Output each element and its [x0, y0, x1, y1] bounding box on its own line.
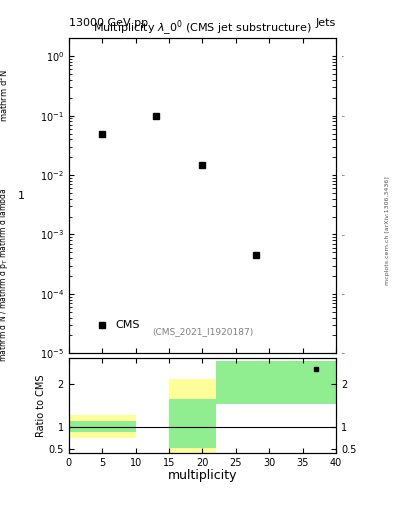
Text: Jets: Jets — [316, 18, 336, 28]
Text: mcplots.cern.ch [arXiv:1306.3436]: mcplots.cern.ch [arXiv:1306.3436] — [385, 176, 389, 285]
Title: Multiplicity $\lambda\_0^0$ (CMS jet substructure): Multiplicity $\lambda\_0^0$ (CMS jet sub… — [93, 19, 312, 38]
Y-axis label: Ratio to CMS: Ratio to CMS — [36, 374, 46, 437]
Text: 1: 1 — [18, 191, 25, 201]
Text: mathrm d N / mathrm d p$_T$ mathrm d lambda: mathrm d N / mathrm d p$_T$ mathrm d lam… — [0, 187, 11, 362]
Text: CMS: CMS — [116, 320, 140, 330]
Text: 13000 GeV pp: 13000 GeV pp — [69, 18, 148, 28]
Text: mathrm d$^2$N: mathrm d$^2$N — [0, 69, 10, 121]
X-axis label: multiplicity: multiplicity — [168, 470, 237, 482]
Text: (CMS_2021_I1920187): (CMS_2021_I1920187) — [152, 327, 253, 336]
